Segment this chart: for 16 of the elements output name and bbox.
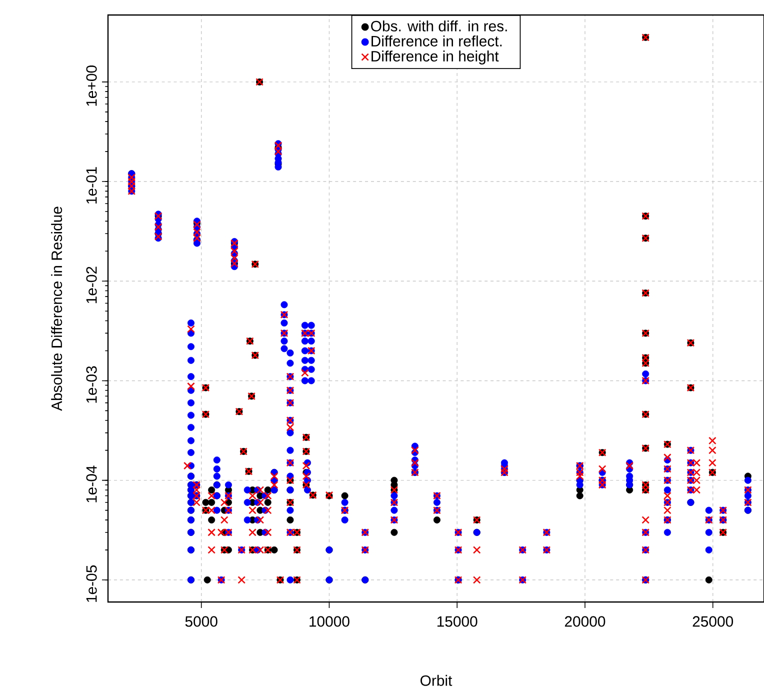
x-tick-label: 5000 — [185, 616, 218, 627]
x-tick-label: 20000 — [564, 616, 606, 627]
y-tick-label: 1e+00 — [86, 66, 97, 106]
y-axis-title: Absolute Difference in Residue — [51, 206, 62, 411]
legend-label: Difference in reflect. — [372, 35, 502, 46]
legend-label: Obs. with diff. in res. — [371, 20, 507, 32]
x-tick-label: 10000 — [310, 616, 350, 627]
x-axis-title: Orbit — [420, 674, 452, 686]
y-tick-label: 1e-05 — [86, 565, 97, 602]
x-tick-label: 25000 — [692, 616, 734, 627]
y-tick-label: 1e-04 — [86, 466, 97, 502]
y-tick-label: 1e-02 — [86, 266, 97, 304]
legend-label: Difference in height — [372, 50, 499, 64]
x-tick-label: 15000 — [437, 616, 478, 627]
y-tick-label: 1e-01 — [86, 167, 97, 204]
y-tick-label: 1e-03 — [86, 366, 97, 403]
